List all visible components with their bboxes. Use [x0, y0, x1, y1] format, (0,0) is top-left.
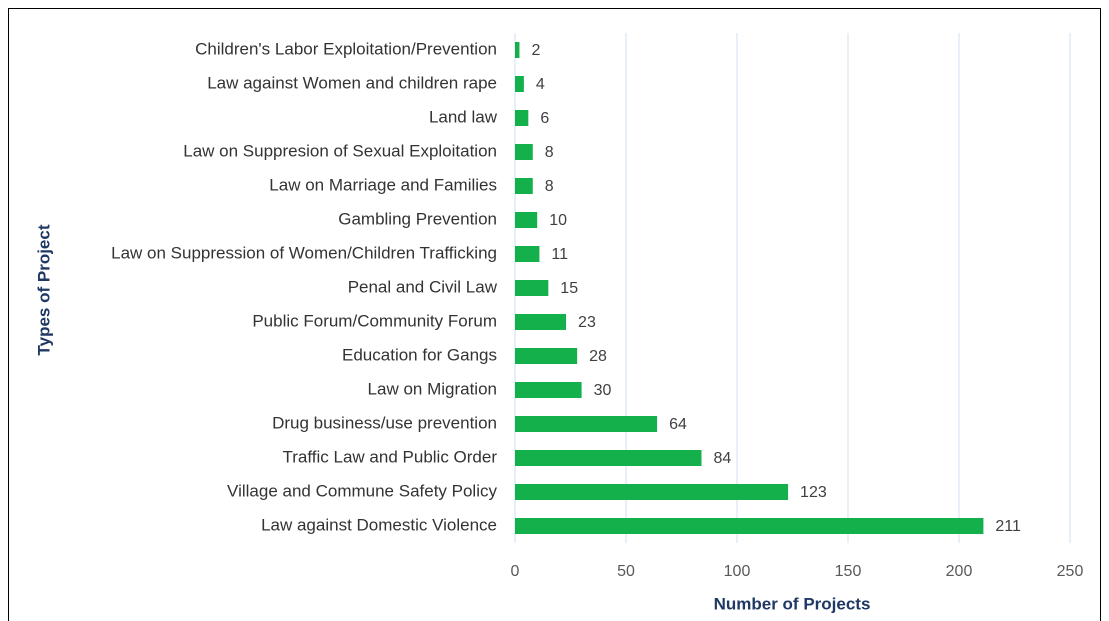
- data-label: 64: [669, 416, 687, 433]
- x-tick-label: 200: [946, 563, 973, 580]
- bar: [515, 348, 578, 364]
- data-label: 15: [560, 280, 578, 297]
- bar: [515, 144, 533, 160]
- y-tick-label: Law against Domestic Violence: [261, 515, 497, 534]
- bar: [515, 76, 524, 92]
- data-label: 30: [594, 382, 612, 399]
- y-tick-label: Village and Commune Safety Policy: [227, 481, 497, 500]
- y-tick-label: Penal and Civil Law: [348, 277, 498, 296]
- y-tick-label: Children's Labor Exploitation/Prevention: [195, 39, 497, 58]
- y-axis-title: Types of Project: [34, 224, 53, 355]
- bar: [515, 518, 984, 534]
- y-tick-label: Law on Marriage and Families: [269, 175, 497, 194]
- bar: [515, 212, 538, 228]
- bar: [515, 382, 582, 398]
- x-axis-title: Number of Projects: [714, 594, 871, 613]
- data-label: 123: [800, 484, 827, 501]
- data-label: 23: [578, 314, 596, 331]
- data-label: 8: [545, 144, 554, 161]
- y-tick-label: Gambling Prevention: [338, 209, 497, 228]
- bar: [515, 280, 549, 296]
- y-tick-label: Land law: [429, 107, 498, 126]
- bar: [515, 178, 533, 194]
- data-label: 84: [713, 450, 731, 467]
- x-tick-label: 100: [724, 563, 751, 580]
- data-label: 6: [540, 110, 549, 127]
- x-tick-label: 150: [835, 563, 862, 580]
- data-label: 10: [549, 212, 567, 229]
- y-tick-label: Education for Gangs: [342, 345, 497, 364]
- bar: [515, 416, 658, 432]
- data-label: 28: [589, 348, 607, 365]
- data-label: 11: [551, 246, 568, 263]
- y-tick-label: Public Forum/Community Forum: [252, 311, 497, 330]
- y-tick-label: Traffic Law and Public Order: [283, 447, 498, 466]
- x-tick-label: 50: [617, 563, 635, 580]
- data-label: 211: [995, 518, 1021, 535]
- bar: [515, 42, 520, 58]
- y-tick-label: Law on Suppression of Women/Children Tra…: [111, 243, 497, 262]
- x-tick-label: 0: [511, 563, 520, 580]
- data-label: 4: [536, 76, 545, 93]
- data-label: 8: [545, 178, 554, 195]
- x-tick-label: 250: [1057, 563, 1084, 580]
- bar: [515, 484, 789, 500]
- y-tick-label: Law on Migration: [368, 379, 497, 398]
- y-tick-label: Drug business/use prevention: [272, 413, 497, 432]
- y-tick-label: Law on Suppresion of Sexual Exploitation: [183, 141, 497, 160]
- bar: [515, 246, 540, 262]
- data-label: 2: [531, 42, 540, 59]
- bar: [515, 314, 567, 330]
- y-tick-label: Law against Women and children rape: [207, 73, 497, 92]
- bar: [515, 110, 529, 126]
- bar: [515, 450, 702, 466]
